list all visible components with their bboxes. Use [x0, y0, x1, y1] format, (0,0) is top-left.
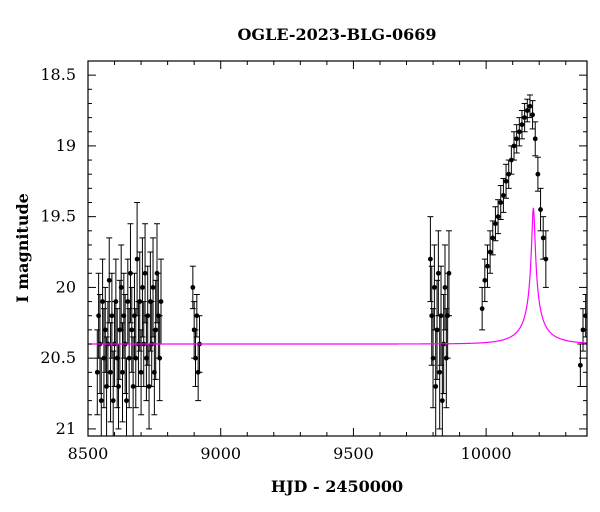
data-point: [439, 398, 445, 404]
data-point: [118, 285, 124, 290]
data-point: [495, 214, 501, 220]
x-tick-label: 9500: [333, 444, 374, 463]
data-point: [129, 327, 135, 333]
data-point: [482, 277, 488, 283]
data-point: [145, 313, 151, 319]
data-point: [157, 355, 163, 361]
data-point: [193, 355, 198, 361]
data-point: [158, 299, 164, 304]
data-point: [427, 256, 433, 262]
data-point: [113, 299, 119, 304]
chart-title: OGLE-2023-BLG-0669: [237, 25, 436, 44]
data-point: [442, 285, 448, 290]
data-point: [142, 270, 148, 276]
data-point: [527, 103, 533, 109]
x-axis-title: HJD - 2450000: [271, 477, 403, 496]
data-point: [126, 355, 132, 361]
data-point: [532, 136, 538, 142]
data-point: [438, 313, 444, 319]
data-point: [490, 235, 496, 241]
y-tick-label: 20: [56, 277, 76, 296]
y-axis-title: I magnitude: [13, 193, 32, 303]
data-point: [124, 398, 129, 404]
data-point: [500, 193, 506, 198]
data-point: [538, 207, 543, 212]
data-point: [577, 362, 583, 368]
data-point: [530, 112, 535, 118]
data-point: [137, 299, 143, 304]
data-point: [535, 171, 541, 177]
plot-frame: [87, 60, 588, 437]
y-tick-label: 19.5: [40, 207, 76, 226]
axis-ticks: 8500 9000 9500 10000 18.5 19 19.5 20 20.5 21: [40, 60, 587, 463]
data-point: [138, 369, 144, 375]
data-point: [128, 270, 133, 276]
data-point: [524, 108, 530, 113]
plot-area: [88, 94, 587, 436]
data-point: [543, 256, 549, 262]
data-point: [106, 277, 112, 283]
data-point: [487, 249, 493, 255]
data-point: [130, 384, 136, 389]
data-point: [431, 285, 437, 290]
data-point: [493, 221, 498, 227]
data-point: [430, 355, 436, 361]
data-point: [116, 384, 121, 389]
data-point: [110, 398, 116, 404]
data-point: [498, 200, 504, 205]
data-point: [102, 327, 108, 333]
data-point: [108, 369, 113, 375]
data-point: [519, 122, 525, 128]
data-point: [433, 384, 439, 389]
data-point: [479, 306, 485, 312]
data-point: [98, 398, 104, 404]
data-point: [485, 263, 490, 269]
data-point: [503, 178, 509, 184]
data-point: [133, 355, 139, 361]
data-point: [446, 270, 452, 276]
data-point: [514, 136, 520, 142]
data-point: [516, 129, 522, 135]
y-tick-label: 19: [56, 136, 76, 155]
data-point: [434, 327, 440, 333]
x-tick-label: 9000: [200, 444, 241, 463]
y-tick-label: 20.5: [40, 348, 76, 367]
data-point: [94, 369, 100, 375]
data-point: [153, 327, 159, 333]
data-point: [435, 270, 441, 276]
model-curve: [88, 207, 587, 345]
data-point: [134, 256, 140, 262]
x-tick-label: 8500: [68, 444, 109, 463]
data-point: [522, 115, 528, 121]
data-point: [511, 143, 517, 149]
x-tick-label: 10000: [461, 444, 512, 463]
data-point: [190, 285, 196, 290]
y-tick-label: 21: [56, 419, 76, 438]
data-point: [150, 285, 156, 290]
data-point: [120, 369, 125, 375]
data-point: [437, 369, 443, 375]
data-point: [109, 313, 115, 319]
data-point: [100, 299, 105, 304]
y-tick-label: 18.5: [40, 65, 76, 84]
data-point: [140, 285, 145, 290]
data-point: [125, 299, 131, 304]
data-point: [540, 235, 546, 241]
